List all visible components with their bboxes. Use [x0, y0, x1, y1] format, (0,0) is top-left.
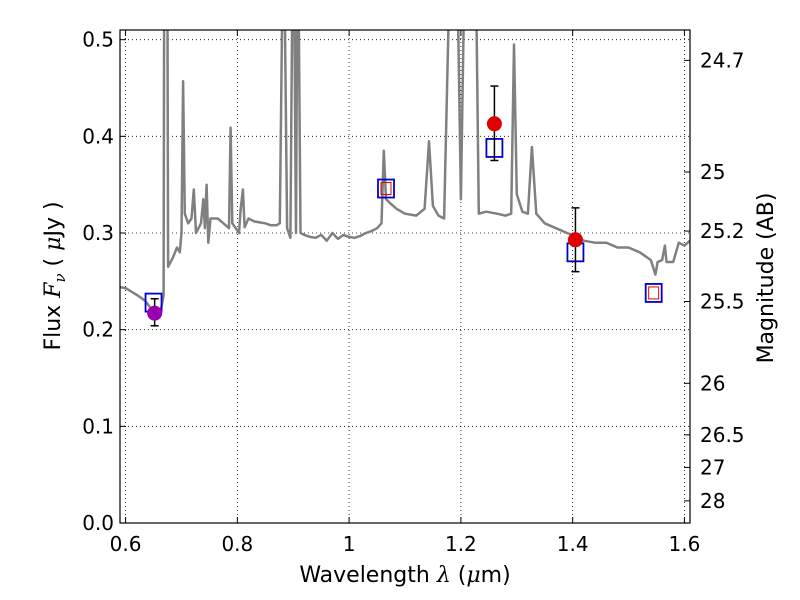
ticks-layer: 0.6 0.8 1 1.2 1.4 1.6 0.0 0.1 0.2 0.3 0.4 0.5 24.7 25…: [82, 28, 744, 556]
observed-point: [567, 232, 583, 248]
y-axis-title-mu: μ: [41, 237, 66, 251]
y-axis-title-paren: (: [41, 251, 66, 274]
y2-axis-title: Magnitude (AB): [754, 193, 779, 364]
x-tick-label: 1: [343, 532, 356, 556]
y-axis-title-nu: ν: [51, 273, 69, 282]
y-tick-label: 0.4: [82, 124, 114, 148]
y-axis-title-prefix: Flux: [41, 298, 66, 351]
grid-lines: [120, 30, 690, 523]
y2-tick-label: 24.7: [700, 48, 745, 72]
observed-point: [486, 116, 502, 132]
model-photometry-box: [644, 283, 663, 303]
y2-tick-label: 25: [700, 160, 725, 184]
x-axis-title-lambda: λ: [436, 563, 451, 588]
y-axis-title-f: F: [41, 282, 66, 299]
y2-tick-label: 26: [700, 371, 725, 395]
y-axis-title: Flux Fν ( μJy ): [41, 201, 69, 350]
model-spectrum-line: [120, 30, 690, 316]
y2-tick-label: 28: [700, 489, 725, 513]
model-photometry-inner-box: [648, 286, 660, 300]
y2-tick-label: 25.2: [700, 219, 745, 243]
y-tick-label: 0.3: [82, 221, 114, 245]
y2-tick-label: 27: [700, 455, 725, 479]
x-tick-label: 0.6: [110, 532, 142, 556]
model-photometry-box: [377, 178, 395, 199]
y2-tick-label: 25.5: [700, 290, 745, 314]
y2-tick-label: 26.5: [700, 423, 745, 447]
x-axis-title-mu: μ: [466, 563, 480, 588]
x-tick-label: 1.2: [445, 532, 477, 556]
y-tick-label: 0.2: [82, 318, 114, 342]
x-tick-label: 1.6: [669, 532, 701, 556]
x-tick-label: 0.8: [221, 532, 253, 556]
x-tick-label: 1.4: [557, 532, 589, 556]
plot-area: [120, 30, 690, 523]
y-axis-title-unit: Jy ): [41, 201, 66, 238]
observed-point: [147, 305, 163, 321]
x-axis-title: Wavelength λ (μm): [299, 563, 510, 588]
model-photometry-inner-box: [380, 182, 392, 196]
y-tick-label: 0.1: [82, 414, 114, 438]
y-tick-label: 0.5: [82, 28, 114, 52]
plot-frame: [119, 29, 691, 524]
y-tick-label: 0.0: [82, 511, 114, 535]
x-axis-title-unit: m): [481, 563, 511, 588]
series-layer: [120, 30, 690, 327]
x-axis-title-paren: (: [451, 563, 467, 588]
x-axis-title-prefix: Wavelength: [299, 563, 437, 588]
